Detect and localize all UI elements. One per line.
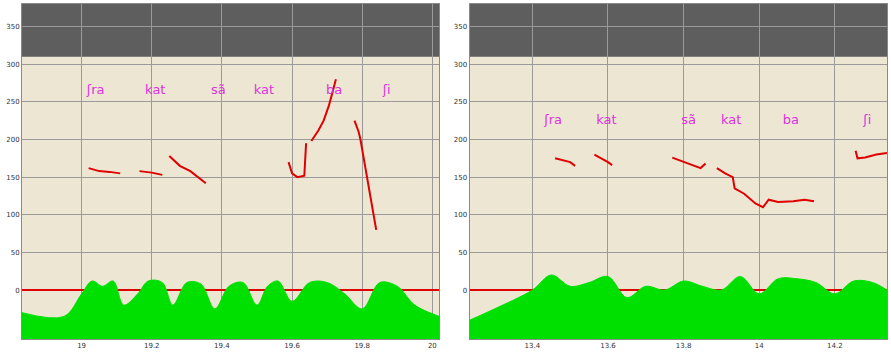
svg-text:350: 350 [6,23,19,31]
svg-text:ba: ba [326,82,342,97]
svg-text:19: 19 [77,342,86,350]
svg-text:19.8: 19.8 [354,342,370,350]
svg-text:kat: kat [254,82,274,97]
svg-text:13.4: 13.4 [525,342,541,350]
svg-text:19.4: 19.4 [214,342,230,350]
svg-text:300: 300 [6,61,19,69]
svg-text:19.6: 19.6 [284,342,300,350]
svg-text:13.8: 13.8 [676,342,692,350]
svg-text:250: 250 [454,98,467,106]
svg-text:200: 200 [6,136,19,144]
svg-text:sã: sã [211,82,226,97]
svg-text:100: 100 [454,211,467,219]
svg-text:0: 0 [463,287,467,295]
svg-text:ʃi: ʃi [382,82,391,97]
svg-text:100: 100 [6,211,19,219]
svg-text:ba: ba [783,112,799,127]
svg-text:ʃra: ʃra [86,82,105,97]
svg-text:kat: kat [721,112,741,127]
svg-text:13.6: 13.6 [600,342,616,350]
svg-text:150: 150 [6,174,19,182]
svg-text:300: 300 [454,61,467,69]
svg-text:ʃi: ʃi [862,112,871,127]
svg-text:sã: sã [681,112,696,127]
svg-text:19.2: 19.2 [144,342,160,350]
svg-text:14.2: 14.2 [827,342,843,350]
svg-text:14: 14 [755,342,764,350]
svg-text:50: 50 [458,249,467,257]
svg-text:50: 50 [11,249,20,257]
svg-text:350: 350 [454,23,467,31]
svg-text:250: 250 [6,98,19,106]
svg-text:200: 200 [454,136,467,144]
svg-text:20: 20 [428,342,437,350]
svg-text:150: 150 [454,174,467,182]
svg-text:kat: kat [145,82,165,97]
svg-text:0: 0 [15,287,19,295]
svg-text:kat: kat [596,112,616,127]
svg-text:ʃra: ʃra [543,112,562,127]
